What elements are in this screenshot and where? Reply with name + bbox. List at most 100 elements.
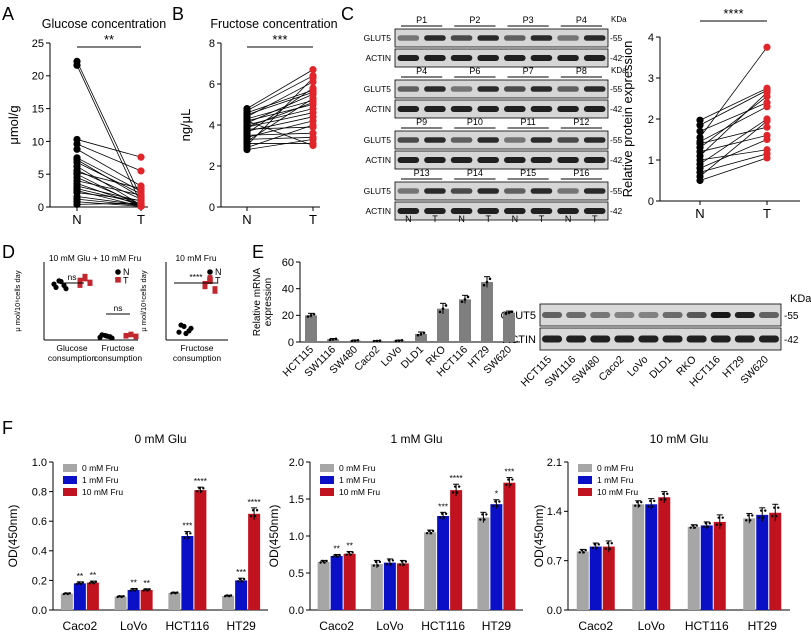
- replicate-point: [507, 478, 510, 481]
- point-N: [73, 140, 81, 148]
- blot-band: [450, 86, 473, 92]
- blot-strip: [394, 181, 609, 201]
- blot-band: [530, 106, 553, 112]
- point-N: [99, 332, 105, 338]
- point-T: [82, 273, 88, 279]
- replicate-point: [425, 531, 429, 535]
- blot-band: [477, 208, 499, 214]
- panel-E-y-tick-label: 0: [288, 337, 294, 349]
- pair-line: [76, 159, 142, 198]
- replicate-point: [457, 485, 461, 488]
- point-N: [73, 145, 81, 153]
- replicate-point: [146, 589, 149, 592]
- sample-group-label: P7: [523, 66, 534, 76]
- replicate-point: [451, 491, 455, 494]
- replicate-point: [496, 504, 499, 508]
- replicate-point: [62, 592, 66, 596]
- legend-marker-T: [115, 277, 121, 283]
- pair-line: [699, 135, 768, 153]
- significance-star: **: [90, 570, 97, 580]
- replicate-point: [198, 487, 201, 490]
- bar: [305, 315, 317, 342]
- replicate-point: [375, 339, 379, 343]
- blot-band: [590, 312, 611, 318]
- blot-strip: [539, 327, 782, 351]
- blot-band: [557, 35, 579, 41]
- x-tick-label: LoVo: [638, 619, 666, 633]
- blot-band: [424, 86, 446, 92]
- replicate-point: [225, 594, 229, 597]
- panel-F1-y-tick-label: 1.0: [32, 457, 47, 469]
- point-T: [763, 117, 771, 125]
- replicate-point: [582, 551, 585, 554]
- replicate-point: [610, 541, 613, 545]
- panel-A-y-tick-label: 25: [32, 38, 44, 50]
- replicate-point: [638, 504, 641, 507]
- blot-band: [504, 188, 526, 194]
- x-tick-label: HT29: [748, 619, 778, 633]
- blot-band: [583, 188, 606, 194]
- panel-A-y-tick-label: 20: [32, 71, 44, 83]
- panel-C-right-y-tick-label: 3: [648, 73, 654, 85]
- blot-band: [758, 335, 779, 343]
- replicate-point: [580, 549, 583, 552]
- point-T: [202, 284, 208, 290]
- blot-band: [477, 86, 499, 92]
- replicate-point: [482, 283, 486, 287]
- replicate-point: [483, 518, 486, 521]
- panel-D-left-x-label: Glucose: [56, 343, 87, 353]
- blot-band: [686, 335, 707, 343]
- point-T: [137, 185, 145, 193]
- lane-label: Caco2: [597, 354, 627, 384]
- replicate-point: [353, 339, 357, 342]
- bar: [60, 593, 73, 610]
- blot-band: [504, 208, 526, 214]
- replicate-point: [653, 499, 656, 503]
- bar: [114, 596, 127, 610]
- bar: [396, 563, 409, 610]
- blot-band: [397, 106, 420, 112]
- replicate-point: [460, 300, 464, 304]
- replicate-point: [236, 580, 240, 583]
- point-T: [128, 331, 134, 337]
- significance-star: ****: [248, 497, 262, 507]
- replicate-point: [321, 559, 324, 563]
- replicate-point: [387, 559, 391, 562]
- replicate-point: [174, 592, 177, 595]
- point-T: [309, 141, 317, 150]
- blot-strip: [394, 130, 609, 150]
- legend-label-T: T: [215, 276, 221, 286]
- lane-label: DLD1: [647, 354, 675, 382]
- blot-band: [662, 335, 683, 343]
- bar: [327, 339, 339, 342]
- panel-F3-y-tick-label: 0.0: [547, 605, 562, 617]
- point-T: [763, 103, 771, 111]
- replicate-point: [505, 483, 508, 486]
- blot-band: [614, 312, 635, 318]
- bar: [222, 595, 235, 610]
- blot-band: [450, 106, 473, 112]
- replicate-point: [351, 551, 354, 554]
- replicate-point: [608, 547, 611, 551]
- legend-label: 0 mM Fru: [82, 463, 119, 473]
- panel-B-x-tick-label: T: [309, 212, 317, 227]
- bar: [248, 513, 261, 610]
- legend-label: 1 mM Fru: [339, 475, 376, 485]
- x-tick-label: Caco2: [578, 619, 613, 633]
- replicate-point: [441, 307, 445, 310]
- replicate-point: [442, 516, 446, 519]
- legend-label: 1 mM Fru: [597, 475, 634, 485]
- point-N: [109, 335, 115, 341]
- blot-band: [590, 335, 611, 343]
- pair-line: [76, 139, 142, 158]
- replicate-point: [747, 514, 750, 517]
- blot-row-label: ACTIN: [366, 206, 392, 216]
- pair-line: [76, 143, 142, 172]
- pair-line: [246, 102, 314, 128]
- panel-F1-y-tick-label: 0.8: [32, 486, 47, 498]
- replicate-point: [187, 536, 190, 539]
- blot-band: [424, 157, 446, 163]
- bar: [490, 504, 503, 610]
- point-T: [763, 123, 771, 131]
- blot-band: [450, 157, 473, 163]
